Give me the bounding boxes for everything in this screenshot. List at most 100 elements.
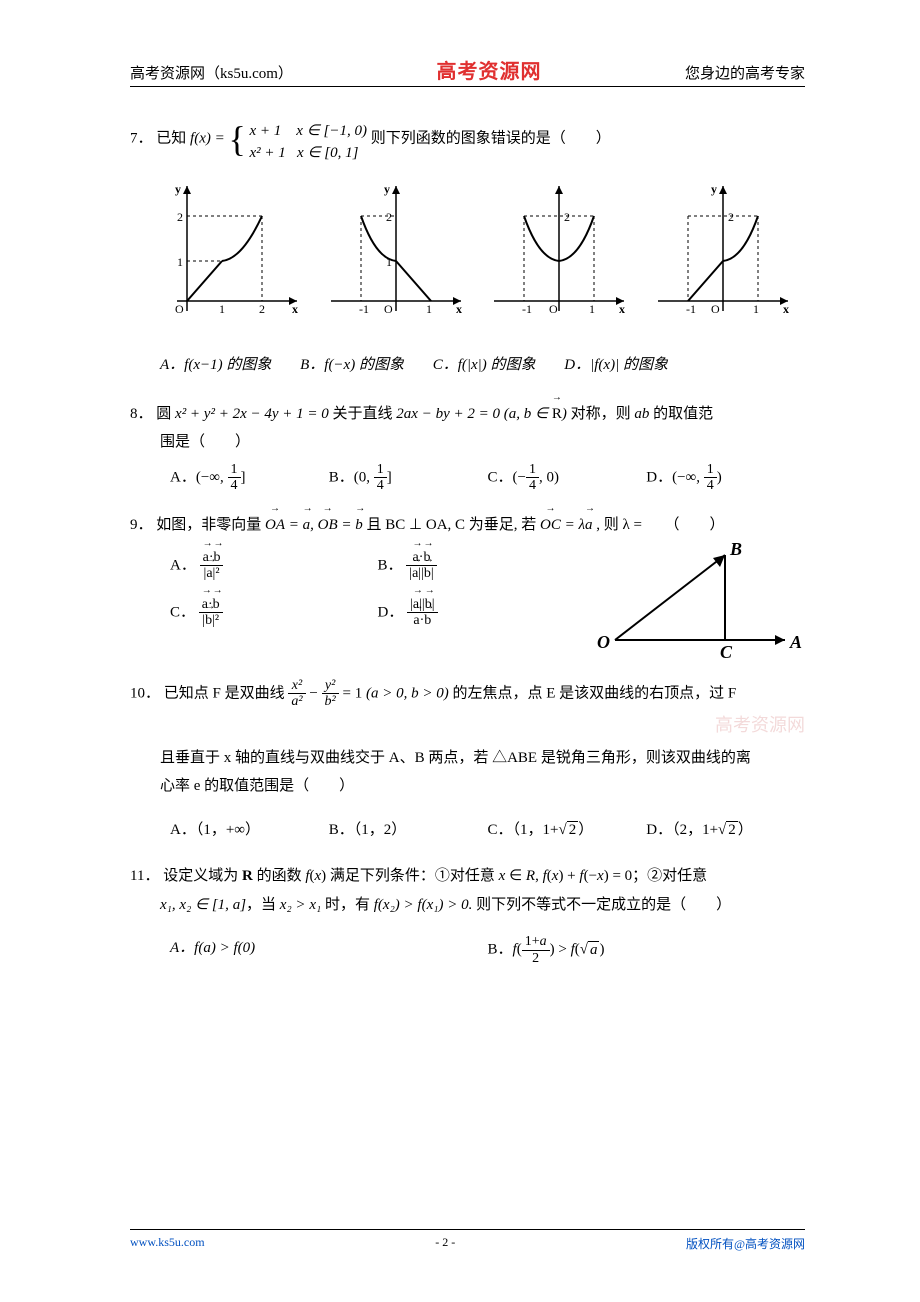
q9-lB: B (729, 540, 742, 559)
svg-text:O: O (175, 302, 184, 316)
svg-text:2: 2 (177, 210, 183, 224)
q10-t2: 的左焦点，点 E 是该双曲线的右顶点，过 F (452, 685, 736, 701)
q8-num: 8． (130, 406, 153, 422)
q7-num: 7． (130, 130, 153, 146)
q9-lC: C (720, 642, 733, 660)
svg-text:x: x (292, 302, 298, 316)
svg-text:1: 1 (589, 302, 595, 316)
q8-eq1: x² + y² + 2x − 4y + 1 = 0 (175, 406, 329, 422)
svg-text:2: 2 (564, 210, 570, 224)
svg-text:2: 2 (728, 210, 734, 224)
q11-options: A．f(a) > f(0) B．f(1+a2) > f(√a) (170, 934, 805, 966)
svg-text:y: y (384, 182, 390, 196)
graph-b: O x y -1 1 1 2 (321, 181, 471, 321)
q8-optC: C．(−14, 0) (488, 462, 647, 494)
q9-oc: OC = λa (540, 517, 592, 533)
footer-right: 版权所有@高考资源网 (686, 1235, 805, 1252)
q8-t1: 圆 (156, 406, 175, 422)
header-left: 高考资源网（ks5u.com） (130, 62, 293, 83)
q8-al: A． (170, 469, 196, 485)
q8-optB: B．(0, 14] (329, 462, 488, 494)
q11-num: 11． (130, 868, 159, 884)
q11-t1: 设定义域为 R 的函数 f(x) 满足下列条件：①对任意 x ∈ R, f(x)… (163, 868, 707, 884)
q7-prefix: 已知 (156, 130, 186, 146)
header-right: 您身边的高考专家 (685, 62, 805, 83)
q9-optC: C． a·b|b|² (170, 597, 378, 629)
svg-text:x: x (456, 302, 462, 316)
q8-bl: B． (329, 469, 354, 485)
q7-p1-dom: x ∈ [−1, 0) (296, 123, 367, 139)
q8-optA: A．(−∞, 14] (170, 462, 329, 494)
q9-al: A． (170, 557, 196, 573)
svg-text:O: O (549, 302, 558, 316)
svg-text:x: x (619, 302, 625, 316)
svg-text:1: 1 (753, 302, 759, 316)
svg-text:-1: -1 (522, 302, 532, 316)
q9-optD: D． |a||b|a·b (378, 597, 586, 629)
q8-t4: 的取值范 (653, 406, 713, 422)
q11-optA: A．f(a) > f(0) (170, 934, 488, 966)
svg-text:2: 2 (259, 302, 265, 316)
q9-diagram: O A B C (585, 540, 805, 660)
q8-t3: 对称，则 (571, 406, 635, 422)
q8-dl: D． (646, 469, 672, 485)
svg-text:y: y (175, 182, 181, 196)
q10-num: 10． (130, 685, 160, 701)
svg-text:x: x (783, 302, 789, 316)
q7-optC: C．f(|x|) 的图象 (433, 357, 536, 373)
q9-t2: 且 BC ⊥ OA, C 为垂足, 若 (367, 517, 537, 533)
q11-t2: x₁, x₂ ∈ [1, a]，当 x₂ > x₁ 时，有 f(x₂) > f(… (160, 891, 805, 920)
q10-l3: 心率 e 的取值范围是（ ） (160, 772, 805, 801)
svg-text:1: 1 (177, 255, 183, 269)
q8-ab: ab (634, 406, 649, 422)
q9-oa: OA = a, OB = b (265, 517, 363, 533)
q10-t1: 已知点 F 是双曲线 (164, 685, 289, 701)
q9-dl: D． (378, 604, 404, 620)
q7-optD: D．|f(x)| 的图象 (564, 357, 668, 373)
page-header: 高考资源网（ks5u.com） 高考资源网 您身边的高考专家 (130, 55, 805, 87)
footer-left: www.ks5u.com (130, 1235, 205, 1252)
watermark: 高考资源网 (715, 715, 805, 735)
question-11: 11． 设定义域为 R 的函数 f(x) 满足下列条件：①对任意 x ∈ R, … (130, 862, 805, 966)
page-footer: www.ks5u.com - 2 - 版权所有@高考资源网 (130, 1229, 805, 1252)
q7-suffix: 则下列函数的图象错误的是（ ） (371, 130, 611, 146)
q9-bl: B． (378, 557, 403, 573)
graph-a: O x y 1 2 1 2 (157, 181, 307, 321)
q8-eq2: 2ax − by + 2 = 0 (a, b ∈ R) (396, 406, 567, 422)
q9-lO: O (597, 632, 610, 652)
question-7: 7． 已知 f(x) = { x + 1 x ∈ [−1, 0) x² + 1 … (130, 117, 805, 380)
q9-t1: 如图，非零向量 (156, 517, 261, 533)
footer-center: - 2 - (435, 1235, 455, 1252)
q10-optB: B．（1，2） (329, 816, 488, 845)
q9-num: 9． (130, 517, 153, 533)
svg-text:2: 2 (386, 210, 392, 224)
brace-icon: { (228, 123, 245, 155)
svg-text:O: O (384, 302, 393, 316)
svg-text:y: y (711, 182, 717, 196)
svg-text:-1: -1 (686, 302, 696, 316)
q9-lA: A (789, 632, 802, 652)
q7-fn: f(x) = (190, 130, 225, 146)
svg-text:O: O (711, 302, 720, 316)
svg-text:1: 1 (426, 302, 432, 316)
q7-optA: A．f(x−1) 的图象 (160, 357, 271, 373)
q9-cl: C． (170, 604, 195, 620)
q10-optD: D．（2，1+√2） (646, 816, 805, 845)
q8-line2: 围是（ ） (160, 428, 805, 457)
q10-l2: 且垂直于 x 轴的直线与双曲线交于 A、B 两点，若 △ABE 是锐角三角形，则… (160, 744, 805, 773)
q8-t2: 关于直线 (333, 406, 397, 422)
q8-cl: C． (488, 469, 513, 485)
q8-options: A．(−∞, 14] B．(0, 14] C．(−14, 0) D．(−∞, 1… (170, 462, 805, 494)
q7-p1-expr: x + 1 (250, 123, 282, 139)
q11-optB: B．f(1+a2) > f(√a) (488, 934, 806, 966)
q10-cond: (a > 0, b > 0) (366, 685, 449, 701)
graph-c: O x -1 1 2 (484, 181, 634, 321)
q8-optD: D．(−∞, 14) (646, 462, 805, 494)
q9-optB: B． a·b|a||b| (378, 550, 586, 582)
q10-optA: A．（1，+∞） (170, 816, 329, 845)
q10-optC: C．（1，1+√2） (488, 816, 647, 845)
question-9: 9． 如图，非零向量 OA = a, OB = b 且 BC ⊥ OA, C 为… (130, 511, 805, 660)
q10-options: A．（1，+∞） B．（1，2） C．（1，1+√2） D．（2，1+√2） (170, 816, 805, 845)
q11-bl: B． (488, 942, 513, 958)
q7-graphs: O x y 1 2 1 2 O x y -1 (150, 181, 805, 321)
